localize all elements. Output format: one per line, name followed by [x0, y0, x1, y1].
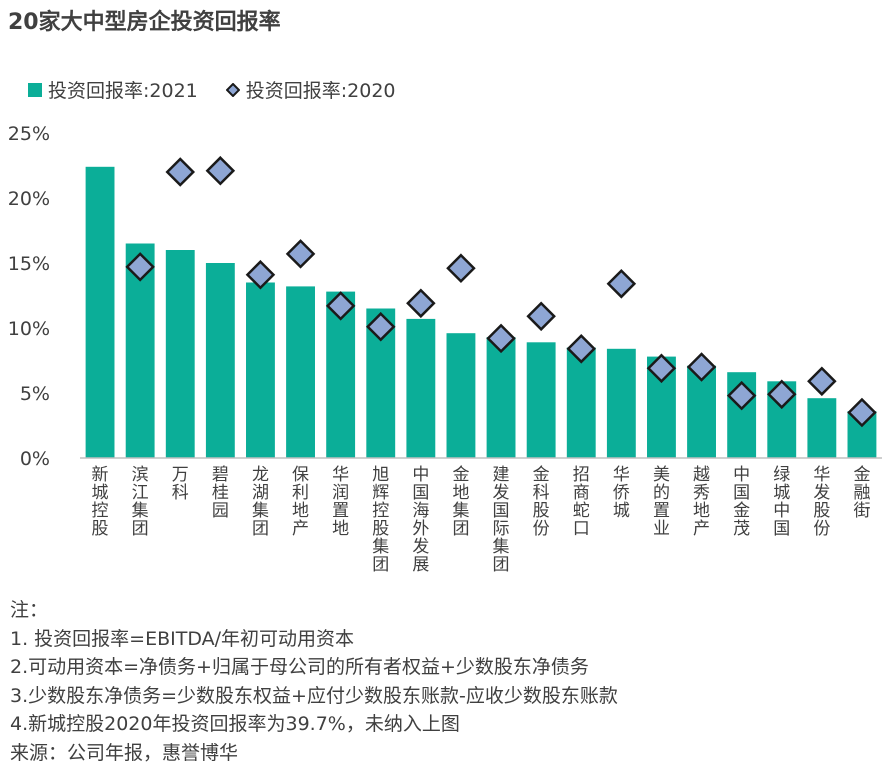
- bar-2021: [526, 342, 556, 458]
- y-tick-label: 10%: [8, 318, 50, 340]
- marker-2020: [526, 301, 556, 332]
- y-tick-label: 5%: [20, 383, 50, 405]
- marker-2020: [406, 288, 436, 319]
- legend-item-2021: 投资回报率:2021: [28, 76, 198, 103]
- x-tick-label: 中国金茂: [733, 465, 750, 539]
- legend-label-2021: 投资回报率:2021: [48, 80, 198, 102]
- bar-2021: [606, 348, 636, 458]
- y-tick-label: 0%: [20, 448, 50, 470]
- x-tick-label: 龙湖集团: [252, 465, 269, 539]
- bar-2021: [205, 263, 235, 458]
- x-tick-label: 金融街: [853, 465, 870, 521]
- marker-2020: [446, 253, 476, 283]
- marker-2020: [686, 352, 717, 382]
- x-tick-label: 中国海外发展: [412, 465, 429, 575]
- note-3: 3.少数股东净债务=少数股东权益+应付少数股东账款-应收少数股东账款: [10, 684, 618, 707]
- marker-2020: [766, 379, 797, 410]
- notes-heading: 注：: [10, 599, 49, 621]
- x-tick-label: 华润置地: [332, 465, 349, 539]
- x-tick-label: 金地集团: [452, 465, 469, 539]
- y-tick-label: 20%: [8, 188, 50, 210]
- bar-2021: [486, 337, 516, 458]
- notes: 注： 1. 投资回报率=EBITDA/年初可动用资本 2.可动用资本=净债务+归…: [10, 596, 618, 767]
- note-2: 2.可动用资本=净债务+归属于母公司的所有者权益+少数股东净债务: [10, 656, 589, 678]
- bar-2021: [286, 286, 315, 458]
- marker-2020: [847, 397, 877, 428]
- legend-diamond-swatch: [225, 82, 240, 97]
- bar-2021: [246, 282, 275, 458]
- bar-2021: [85, 166, 115, 459]
- marker-2020: [646, 353, 677, 384]
- x-tick-label: 碧桂园: [212, 465, 229, 521]
- marker-2020: [325, 291, 356, 321]
- chart-title: 20家大中型房企投资回报率: [8, 10, 281, 35]
- y-tick-label: 25%: [8, 123, 50, 145]
- marker-2020: [125, 252, 155, 282]
- chart-plot: 0% 5% 10% 15% 20% 25% 新城控股 滨江集团 万科 碧桂园 龙湖集团 保利地产 华润置…: [8, 123, 882, 575]
- note-1: 1. 投资回报率=EBITDA/年初可动用资本: [10, 627, 355, 650]
- bar-2021: [807, 398, 837, 458]
- marker-2020: [245, 259, 276, 290]
- marker-2020: [566, 334, 597, 364]
- marker-2020: [486, 323, 516, 354]
- source-note: 来源：公司年报，惠誉博华: [10, 741, 239, 764]
- legend-item-2020: 投资回报率:2020: [225, 76, 396, 103]
- legend: 投资回报率:2021 投资回报率:2020: [28, 76, 424, 103]
- marker-2020: [365, 311, 396, 342]
- x-tick-label: 绿城中国: [773, 465, 790, 539]
- bar-2021: [406, 318, 436, 458]
- x-tick-label: 滨江集团: [132, 465, 149, 539]
- x-tick-label: 旭辉控股集团: [372, 465, 389, 575]
- y-tick-label: 15%: [8, 253, 50, 275]
- legend-bar-swatch: [28, 82, 42, 97]
- x-tick-label: 越秀地产: [693, 465, 710, 539]
- x-tick-label: 保利地产: [292, 465, 309, 539]
- bar-2021: [566, 347, 596, 458]
- x-tick-label: 华发股份: [813, 465, 830, 539]
- legend-label-2020: 投资回报率:2020: [245, 80, 396, 102]
- note-4: 4.新城控股2020年投资回报率为39.7%，未纳入上图: [10, 713, 460, 735]
- marker-2020: [165, 157, 196, 187]
- marker-2020: [726, 380, 757, 411]
- x-tick-label: 招商蛇口: [573, 465, 590, 539]
- marker-2020: [205, 155, 236, 186]
- bar-2021: [446, 333, 476, 458]
- x-tick-label: 华侨城: [613, 465, 630, 521]
- x-tick-label: 美的置业: [653, 465, 670, 539]
- x-tick-label: 金科股份: [533, 465, 550, 539]
- marker-2020: [606, 269, 637, 299]
- marker-2020: [285, 239, 316, 269]
- bar-2021: [165, 250, 195, 458]
- marker-2020: [807, 366, 837, 397]
- x-tick-label: 新城控股: [92, 465, 109, 539]
- x-tick-label: 万科: [172, 465, 189, 503]
- x-tick-label: 建发国际集团: [493, 465, 510, 575]
